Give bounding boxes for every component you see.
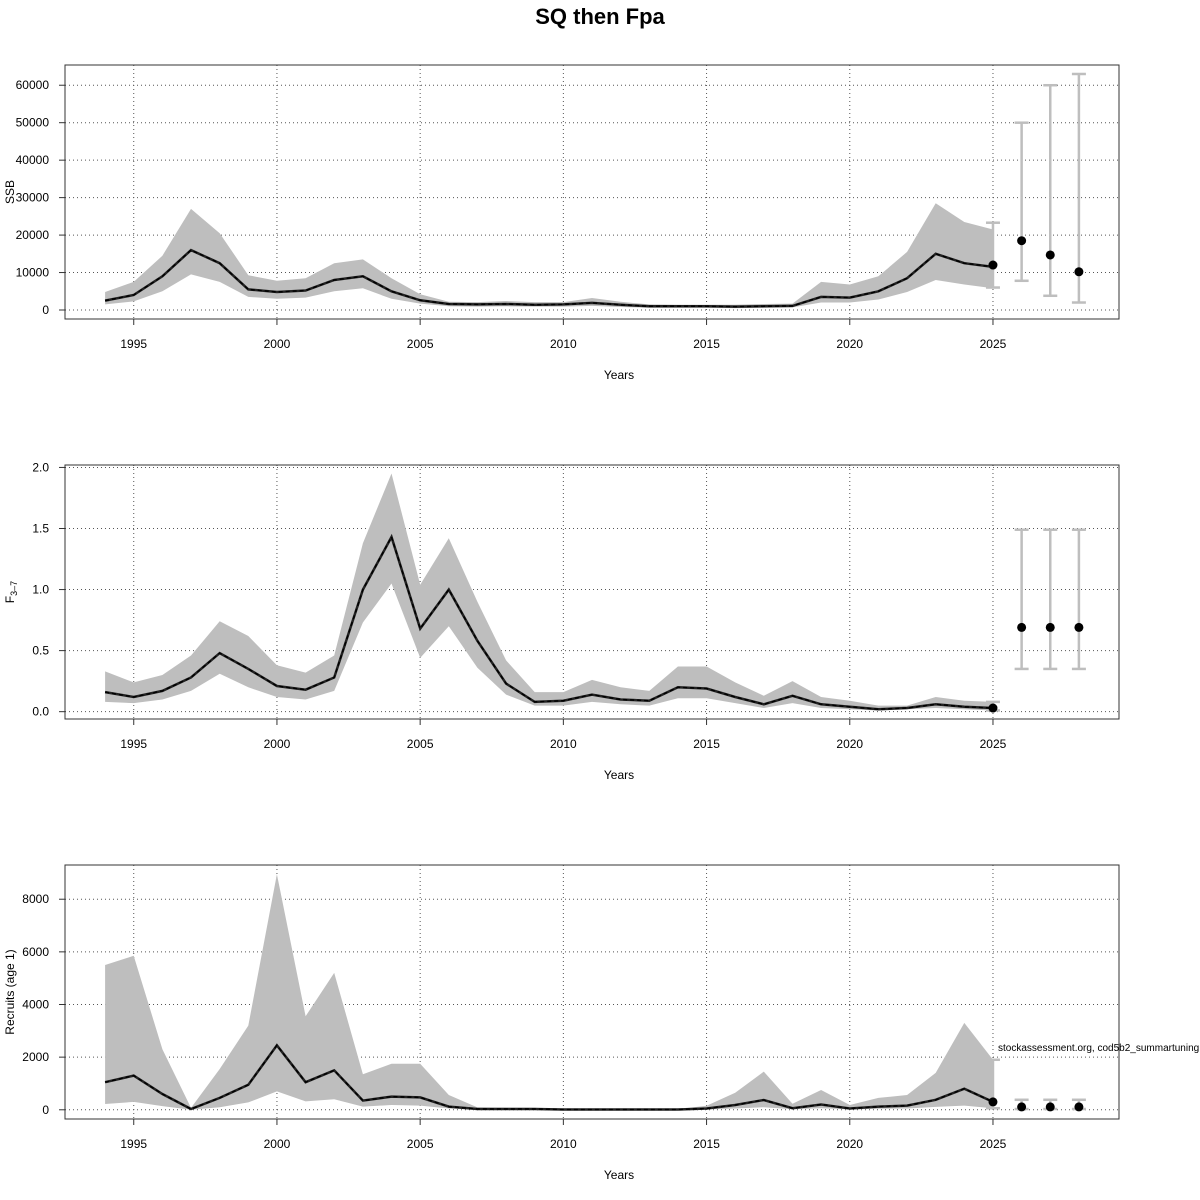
y-tick-label: 2000: [22, 1050, 49, 1064]
ssb-panel: 1995 2000 2005 2010 2015 2020 2025 0 10000 20000 3…: [3, 64, 1120, 382]
panels: 1995 2000 2005 2010 2015 2020 2025010000200003…: [3, 64, 1120, 1182]
x-tick-label: 2015: [693, 737, 720, 751]
y-tick-label: 1.5: [32, 522, 49, 536]
x-tick-label: 2020: [836, 1137, 863, 1151]
footnote-text: stockassessment.org, cod5b2_summartuning: [998, 1043, 1199, 1054]
estimate-line-dashed: [104, 1044, 994, 1111]
x-tick-label: 2005: [407, 337, 434, 351]
forecast-point: [1045, 250, 1055, 260]
confidence-band: [105, 874, 994, 1110]
f-panel: 1995 2000 2005 2010 2015 2020 2025 0.0 0.5 1.0 1.5…: [3, 460, 1120, 782]
y-tick-label: 40000: [16, 153, 50, 167]
confidence-band: [105, 203, 994, 309]
x-tick-label: 2000: [264, 1137, 291, 1151]
x-tick-label: 2010: [550, 737, 577, 751]
y-tick-label: 20000: [16, 228, 50, 242]
y-axis-label: SSB: [3, 180, 17, 204]
y-tick-label: 1.0: [32, 583, 49, 597]
forecast-point: [1017, 236, 1027, 246]
y-tick-label: 2.0: [32, 460, 49, 474]
forecast-point: [988, 1097, 998, 1107]
x-tick-label: 2025: [980, 337, 1007, 351]
x-axis-label: Years: [604, 368, 634, 382]
x-tick-label: 2010: [550, 1137, 577, 1151]
x-tick-label: 1995: [120, 737, 147, 751]
y-tick-label: 0: [42, 1103, 49, 1117]
y-tick-label: 0.5: [32, 644, 49, 658]
forecast-point: [988, 703, 998, 713]
x-tick-label: 2025: [980, 1137, 1007, 1151]
x-tick-label: 2025: [980, 737, 1007, 751]
plot-frame: [64, 864, 1120, 1120]
y-tick-label: 30000: [16, 191, 50, 205]
x-tick-label: 2005: [407, 1137, 434, 1151]
y-tick-label: 8000: [22, 892, 49, 906]
x-tick-label: 2000: [264, 737, 291, 751]
forecast-point: [1074, 1102, 1084, 1112]
forecast-point: [988, 260, 998, 270]
plot-frame: [64, 64, 1120, 320]
x-tick-label: 1995: [120, 1137, 147, 1151]
x-tick-label: 2010: [550, 337, 577, 351]
confidence-band: [105, 473, 994, 711]
estimate-line: [104, 533, 994, 711]
recruits-panel: 1995 2000 2005 2010 2015 2020 2025 0 2000 4000 600…: [3, 864, 1120, 1182]
x-tick-label: 2005: [407, 737, 434, 751]
y-tick-label: 4000: [22, 998, 49, 1012]
y-tick-label: 0.0: [32, 705, 49, 719]
x-axis-label: Years: [604, 768, 634, 782]
y-axis-label: Recruits (age 1): [3, 949, 17, 1034]
forecast-point: [1017, 1102, 1027, 1112]
estimate-line-dashed: [104, 535, 994, 710]
y-tick-label: 0: [42, 303, 49, 317]
x-tick-label: 1995: [120, 337, 147, 351]
y-tick-label: 50000: [16, 116, 50, 130]
forecast-point: [1017, 622, 1027, 632]
x-tick-label: 2015: [693, 337, 720, 351]
y-axis-label-subscript: 3–7: [9, 581, 19, 596]
forecast-point: [1045, 1102, 1055, 1112]
forecast-point: [1045, 622, 1055, 632]
x-tick-label: 2000: [264, 337, 291, 351]
estimate-line-dashed: [104, 249, 994, 308]
x-axis-label: Years: [604, 1168, 634, 1182]
x-tick-label: 2020: [836, 337, 863, 351]
y-tick-label: 10000: [16, 266, 50, 280]
y-tick-label: 6000: [22, 945, 49, 959]
plot-frame: [64, 464, 1120, 720]
y-axis-label: F3–7: [3, 581, 19, 603]
x-tick-label: 2015: [693, 1137, 720, 1151]
forecast-point: [1074, 622, 1084, 632]
x-tick-label: 2020: [836, 737, 863, 751]
chart-title: SQ then Fpa: [535, 4, 665, 29]
y-tick-label: 60000: [16, 78, 50, 92]
forecast-point: [1074, 267, 1084, 277]
